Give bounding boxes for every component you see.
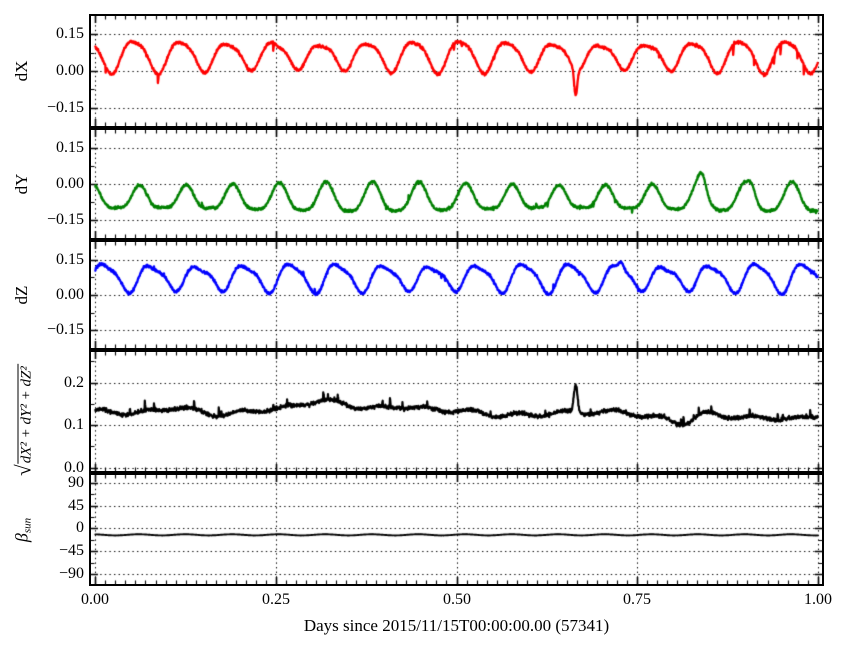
y-tick-label: −45 <box>58 542 84 559</box>
dx-series-canvas <box>91 16 822 126</box>
y-tick-label: 0.15 <box>56 139 84 156</box>
subplot-magnitude <box>89 350 824 473</box>
y-tick-label: 0 <box>76 519 84 536</box>
subplot-beta-sun <box>89 473 824 586</box>
y-tick-label: −0.15 <box>46 99 84 116</box>
y-tick-label: −0.15 <box>46 321 84 338</box>
x-tick-label: 0.75 <box>623 591 651 608</box>
x-axis-label: Days since 2015/11/15T00:00:00.00 (57341… <box>303 616 610 635</box>
subplot-dz <box>89 240 824 350</box>
dz-series-canvas <box>91 242 822 348</box>
y-tick-label: 0.15 <box>56 251 84 268</box>
y-tick-label: 90 <box>68 474 84 491</box>
y-tick-label: 0.00 <box>56 62 84 79</box>
y-tick-label: −0.15 <box>46 211 84 228</box>
y-tick-label: 0.0 <box>64 459 84 476</box>
y-tick-label: 0.1 <box>64 416 84 433</box>
x-tick-label: 0.25 <box>262 591 290 608</box>
y-tick-label: −90 <box>58 565 84 582</box>
y-tick-label: 0.2 <box>64 374 84 391</box>
y-tick-label: 0.15 <box>56 25 84 42</box>
x-tick-label: 0.00 <box>81 591 109 608</box>
beta-sun-series-canvas <box>91 475 822 584</box>
x-tick-label: 0.50 <box>443 591 471 608</box>
dy-series-canvas <box>91 130 822 238</box>
subplot-dx <box>89 14 824 128</box>
y-tick-label: 0.00 <box>56 175 84 192</box>
subplot-dy <box>89 128 824 240</box>
x-tick-label: 1.00 <box>804 591 832 608</box>
magnitude-series-canvas <box>91 352 822 471</box>
y-tick-label: 0.00 <box>56 286 84 303</box>
y-tick-label: 45 <box>68 497 84 514</box>
